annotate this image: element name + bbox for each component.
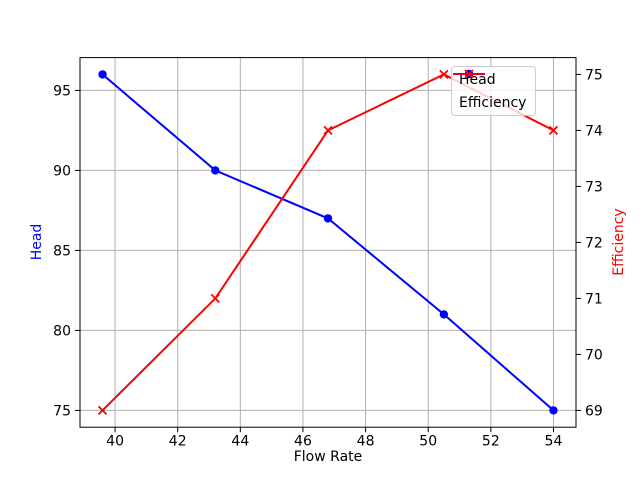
y-right-tick-label: 71 <box>585 291 603 307</box>
y-axis-label-right: Efficiency <box>611 208 627 276</box>
y-left-tick-label: 85 <box>53 243 71 259</box>
x-tick-label: 48 <box>357 434 375 450</box>
y-left-tick-label: 95 <box>53 83 71 99</box>
y-right-tick-label: 70 <box>585 347 603 363</box>
data-point-circle-head <box>323 214 333 223</box>
data-point-x-efficiency <box>97 405 108 416</box>
y-left-tick-label: 80 <box>53 323 71 339</box>
x-tick-label: 42 <box>169 434 187 450</box>
x-tick-label: 50 <box>419 434 437 450</box>
x-tick-label: 44 <box>231 434 249 450</box>
y-left-tick-label: 90 <box>53 163 71 179</box>
data-point-circle-head <box>549 406 558 415</box>
efficiency-line-marker-icon <box>453 69 485 79</box>
x-tick-label: 54 <box>545 434 563 450</box>
data-point-x-efficiency <box>323 125 333 136</box>
y-right-tick-label: 73 <box>585 179 603 195</box>
x-tick-label: 52 <box>482 434 500 450</box>
y-axis-label-left: Head <box>29 223 45 261</box>
data-point-x-efficiency <box>439 69 449 80</box>
y-right-tick-label: 72 <box>585 235 603 251</box>
x-tick-label: 46 <box>294 434 312 450</box>
data-point-circle-head <box>439 310 449 319</box>
y-left-tick-label: 75 <box>53 403 71 419</box>
data-point-circle-head <box>98 70 107 79</box>
legend-label-efficiency: Efficiency <box>459 94 527 111</box>
x-axis-label: Flow Rate <box>293 449 363 465</box>
legend: Head Efficiency <box>451 66 537 116</box>
y-right-tick-label: 74 <box>585 123 603 139</box>
x-tick-label: 40 <box>106 434 124 450</box>
y-right-tick-label: 75 <box>585 67 603 83</box>
data-point-x-efficiency <box>548 125 559 136</box>
series-line-head <box>101 73 555 412</box>
y-right-tick-label: 69 <box>585 403 603 419</box>
data-point-x-efficiency <box>210 293 220 304</box>
legend-item-efficiency: Efficiency <box>453 69 527 111</box>
data-point-circle-head <box>211 166 220 175</box>
series-line-efficiency <box>101 73 554 412</box>
